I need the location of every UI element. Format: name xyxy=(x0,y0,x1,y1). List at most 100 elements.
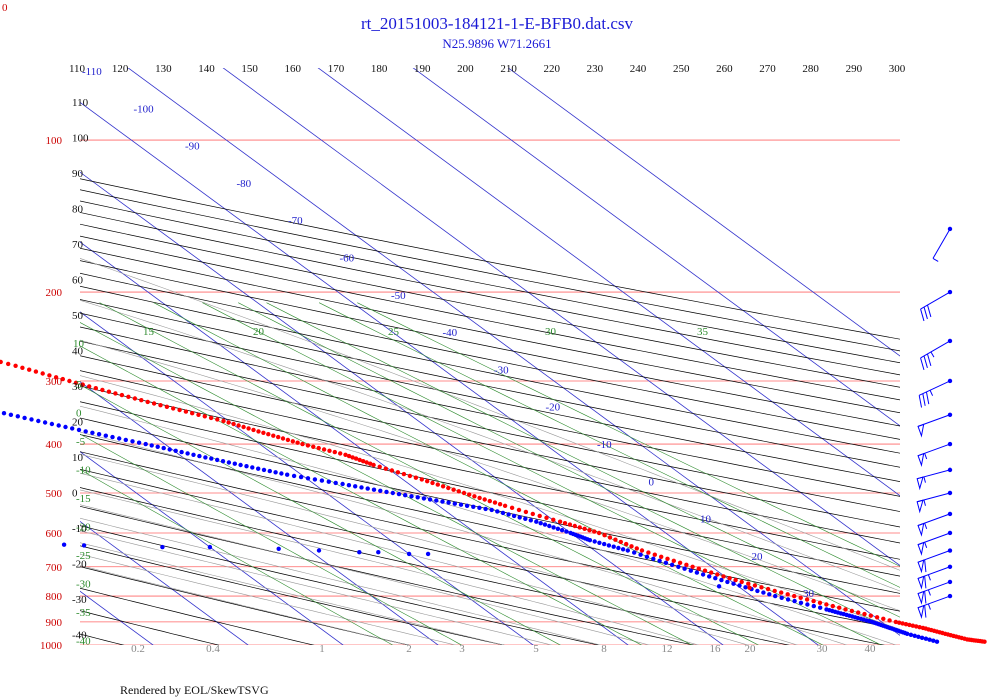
temperature-point xyxy=(73,380,79,385)
pressure-label: 600 xyxy=(46,528,63,540)
temperature-point xyxy=(690,564,695,569)
temperature-point xyxy=(587,528,592,533)
footer-credit: Rendered by EOL/SkewTSVG xyxy=(120,683,269,697)
top-axis-label: 250 xyxy=(673,63,690,75)
temperature-point xyxy=(634,546,639,551)
dewpoint-point xyxy=(209,456,214,461)
dewpoint-point xyxy=(76,427,82,433)
wind-barb xyxy=(918,378,953,408)
dewpoint-point xyxy=(446,500,451,505)
isotherm-label: -10 xyxy=(597,439,612,451)
temperature-point xyxy=(696,566,701,571)
dewpoint-point xyxy=(700,572,706,577)
wind-barb xyxy=(917,564,953,590)
dewpoint-point xyxy=(326,479,331,484)
mixing-ratio-left-label: 5 xyxy=(76,379,82,391)
dewpoint-point xyxy=(483,506,488,512)
temperature-point xyxy=(256,429,261,434)
dewpoint-point xyxy=(276,546,281,551)
dewpoint-point xyxy=(916,634,921,639)
temperature-point xyxy=(343,452,348,457)
top-axis-label: 170 xyxy=(328,63,345,75)
pressure-label: 500 xyxy=(46,488,63,500)
temperature-point xyxy=(190,411,195,416)
temperature-point xyxy=(456,489,461,494)
temperature-point xyxy=(665,556,670,561)
dewpoint-point xyxy=(390,490,395,496)
bottom-axis-label: 40 xyxy=(865,643,877,655)
temperature-point xyxy=(177,407,182,413)
dewpoint-point xyxy=(215,457,220,463)
temperature-point xyxy=(607,535,613,540)
dewpoint-point xyxy=(773,593,778,599)
moist-adiabat-line xyxy=(80,517,602,645)
temperature-point xyxy=(497,502,503,507)
temperature-point xyxy=(900,621,905,626)
dry-adiabat-line xyxy=(80,370,900,544)
temperature-point xyxy=(646,550,651,555)
temperature-point xyxy=(798,595,803,600)
mixing-ratio-line xyxy=(99,302,760,645)
chart-subtitle: N25.9896 W71.2661 xyxy=(442,36,551,51)
bottom-axis-label: 16 xyxy=(710,643,722,655)
mixing-ratio-line xyxy=(202,302,882,645)
dewpoint-point xyxy=(346,483,352,488)
dewpoint-point xyxy=(161,445,166,451)
dewpoint-point xyxy=(792,598,797,604)
dewpoint-point xyxy=(919,635,925,640)
wind-barbs xyxy=(916,226,953,619)
isotherm-line xyxy=(127,68,900,636)
top-axis-label: 270 xyxy=(759,63,776,75)
temperature-point xyxy=(472,494,477,499)
dry-adiabat-line xyxy=(80,401,900,577)
dewpoint-point xyxy=(716,584,722,589)
temperature-point xyxy=(582,526,587,531)
dry-adiabat-line xyxy=(80,587,315,645)
wind-barb xyxy=(917,579,953,605)
temperature-point xyxy=(236,423,241,428)
dry-adiabat-line xyxy=(80,299,900,468)
temperature-point xyxy=(332,449,337,455)
temperature-point xyxy=(27,367,32,372)
dewpoint-point xyxy=(606,543,612,548)
temperature-point xyxy=(13,363,18,368)
chart-title: rt_20151003-184121-1-E-BFB0.dat.csv xyxy=(361,14,633,33)
bottom-axis-label: 12 xyxy=(662,643,673,655)
isotherm-label: -70 xyxy=(288,215,303,227)
wind-barb xyxy=(916,467,953,491)
dewpoint-point xyxy=(528,518,533,523)
grid-lines xyxy=(80,68,900,645)
isotherm-label: -40 xyxy=(443,327,458,339)
moist-adiabat-line xyxy=(80,339,900,612)
temperature-point xyxy=(914,624,919,629)
temperature-point xyxy=(502,503,508,508)
moist-adiabat-line xyxy=(80,542,505,645)
wind-barb xyxy=(917,530,953,556)
temperature-point xyxy=(33,369,39,374)
dewpoint-point xyxy=(511,513,517,519)
dewpoint-point xyxy=(638,552,643,557)
dewpoint-point xyxy=(232,461,237,466)
temperature-point xyxy=(567,522,573,527)
wind-barb xyxy=(917,441,953,467)
temperature-point xyxy=(446,485,451,491)
dry-adiabat-line xyxy=(80,487,790,645)
dry-adiabat-line xyxy=(80,189,900,352)
dewpoint-point xyxy=(644,554,650,559)
dewpoint-point xyxy=(427,497,433,502)
temperature-point xyxy=(792,593,797,599)
dry-adiabat-label: 70 xyxy=(72,239,84,251)
dry-adiabat-line xyxy=(80,355,900,528)
temperature-point xyxy=(639,548,645,553)
dewpoint-point xyxy=(220,459,226,464)
temperature-point xyxy=(733,577,738,583)
dewpoint-point xyxy=(506,512,511,517)
temperature-point xyxy=(80,382,85,387)
temperature-point xyxy=(40,371,45,376)
dewpoint-point xyxy=(359,485,364,490)
dewpoint-point xyxy=(477,505,482,510)
temperature-point xyxy=(746,581,751,586)
dewpoint-point xyxy=(755,588,760,594)
temperature-point xyxy=(907,622,912,628)
